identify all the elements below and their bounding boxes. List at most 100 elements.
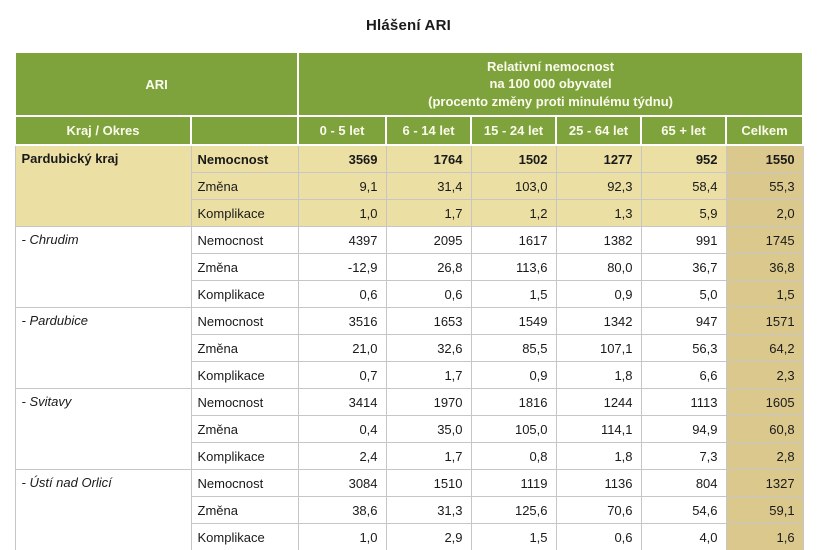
table-row: Komplikace 1,0 1,7 1,2 1,3 5,9 2,0 <box>15 199 804 227</box>
value-cell: 58,4 <box>640 172 727 200</box>
value-cell: 804 <box>640 469 727 497</box>
value-cell: 5,9 <box>640 199 727 227</box>
celkem-value-cell: 55,3 <box>725 172 804 200</box>
value-cell: 35,0 <box>385 415 472 443</box>
ari-report-table: ARI Relativní nemocnost na 100 000 obyva… <box>13 51 805 550</box>
table-row: - Pardubice Nemocnost 3516 1653 1549 1342 947 1… <box>14 307 804 389</box>
row-type-cell: Změna <box>190 334 299 362</box>
group-name-cell: - Ústí nad Orlicí <box>14 469 192 550</box>
table-body: Pardubický kraj Nemocnost 3569 1764 1502 1277… <box>14 144 804 550</box>
value-cell: 114,1 <box>555 415 642 443</box>
row-type-cell: Nemocnost <box>190 388 299 416</box>
ari-header-cell: ARI <box>13 51 300 117</box>
value-cell: 2095 <box>385 226 472 254</box>
celkem-value-cell: 1571 <box>725 307 804 335</box>
value-cell: 0,4 <box>297 415 387 443</box>
row-type-cell: Změna <box>190 253 299 281</box>
table-row: Pardubický kraj Nemocnost 3569 1764 1502 1277… <box>14 144 804 227</box>
table-row: Komplikace 0,6 0,6 1,5 0,9 5,0 1,5 <box>15 280 804 308</box>
table-row: Komplikace 0,7 1,7 0,9 1,8 6,6 2,3 <box>15 361 804 389</box>
value-cell: 1502 <box>470 144 557 173</box>
row-type-cell: Komplikace <box>190 442 299 470</box>
row-type-cell: Komplikace <box>190 199 299 227</box>
table-row: Změna -12,9 26,8 113,6 80,0 36,7 36,8 <box>15 253 804 281</box>
value-cell: 31,3 <box>385 496 472 524</box>
value-cell: 113,6 <box>470 253 557 281</box>
celkem-value-cell: 1,6 <box>725 523 804 550</box>
value-cell: 4397 <box>297 226 387 254</box>
celkem-value-cell: 64,2 <box>725 334 804 362</box>
table-row: - Ústí nad Orlicí Nemocnost 3084 1510 1119 11… <box>14 469 804 550</box>
celkem-value-cell: 1605 <box>725 388 804 416</box>
col-header-25-64: 25 - 64 let <box>555 115 643 146</box>
value-cell: 2,9 <box>385 523 472 550</box>
table-row: Komplikace 1,0 2,9 1,5 0,6 4,0 1,6 <box>15 523 804 550</box>
col-header-15-24: 15 - 24 let <box>470 115 558 146</box>
value-cell: 1,0 <box>297 523 387 550</box>
value-cell: 1342 <box>555 307 642 335</box>
table-row: Změna 21,0 32,6 85,5 107,1 56,3 64,2 <box>15 334 804 362</box>
col-header-65-plus: 65 + let <box>640 115 728 146</box>
value-cell: 1119 <box>470 469 557 497</box>
value-cell: 4,0 <box>640 523 727 550</box>
value-cell: 94,9 <box>640 415 727 443</box>
value-cell: 9,1 <box>297 172 387 200</box>
celkem-value-cell: 1745 <box>725 226 804 254</box>
col-header-empty <box>189 115 300 146</box>
value-cell: 0,7 <box>297 361 387 389</box>
value-cell: 1510 <box>385 469 472 497</box>
value-cell: 1970 <box>385 388 472 416</box>
celkem-value-cell: 2,8 <box>725 442 804 470</box>
value-cell: 80,0 <box>555 253 642 281</box>
group-name-cell: - Pardubice <box>14 307 192 389</box>
value-cell: 31,4 <box>385 172 472 200</box>
row-type-cell: Změna <box>190 496 299 524</box>
value-cell: 1,8 <box>555 361 642 389</box>
value-cell: 0,6 <box>385 280 472 308</box>
value-cell: 103,0 <box>470 172 557 200</box>
relative-illness-header-cell: Relativní nemocnost na 100 000 obyvatel … <box>297 51 805 117</box>
row-type-cell: Nemocnost <box>190 307 299 335</box>
table-row: - Svitavy Nemocnost 3414 1970 1816 1244 1113 16… <box>14 388 804 470</box>
value-cell: 1244 <box>555 388 642 416</box>
table-row: Komplikace 2,4 1,7 0,8 1,8 7,3 2,8 <box>15 442 804 470</box>
value-cell: 54,6 <box>640 496 727 524</box>
value-cell: 1,5 <box>470 523 557 550</box>
col-header-0-5: 0 - 5 let <box>297 115 388 146</box>
value-cell: 70,6 <box>555 496 642 524</box>
value-cell: 36,7 <box>640 253 727 281</box>
row-type-cell: Komplikace <box>190 280 299 308</box>
value-cell: 0,9 <box>555 280 642 308</box>
value-cell: 1,2 <box>470 199 557 227</box>
celkem-value-cell: 36,8 <box>725 253 804 281</box>
value-cell: 21,0 <box>297 334 387 362</box>
group-name-cell: - Svitavy <box>14 388 192 470</box>
value-cell: 1816 <box>470 388 557 416</box>
value-cell: 1382 <box>555 226 642 254</box>
row-type-cell: Změna <box>190 172 299 200</box>
header-row-columns: Kraj / Okres 0 - 5 let 6 - 14 let 15 - 2… <box>14 115 805 146</box>
value-cell: 1653 <box>385 307 472 335</box>
row-type-cell: Změna <box>190 415 299 443</box>
value-cell: 3414 <box>297 388 387 416</box>
value-cell: 1,8 <box>555 442 642 470</box>
celkem-value-cell: 60,8 <box>725 415 804 443</box>
value-cell: 1277 <box>555 144 642 173</box>
value-cell: 7,3 <box>640 442 727 470</box>
table-row: - Chrudim Nemocnost 4397 2095 1617 1382 991 174… <box>14 226 804 308</box>
value-cell: 0,9 <box>470 361 557 389</box>
row-type-cell: Nemocnost <box>190 226 299 254</box>
row-type-cell: Nemocnost <box>190 144 299 173</box>
value-cell: 947 <box>640 307 727 335</box>
value-cell: 6,6 <box>640 361 727 389</box>
value-cell: 26,8 <box>385 253 472 281</box>
col-header-kraj-okres: Kraj / Okres <box>14 115 192 146</box>
value-cell: 1617 <box>470 226 557 254</box>
value-cell: 1549 <box>470 307 557 335</box>
value-cell: 1,0 <box>297 199 387 227</box>
row-type-cell: Komplikace <box>190 361 299 389</box>
row-type-cell: Komplikace <box>190 523 299 550</box>
row-type-cell: Nemocnost <box>190 469 299 497</box>
value-cell: 0,6 <box>297 280 387 308</box>
value-cell: 3569 <box>297 144 387 173</box>
